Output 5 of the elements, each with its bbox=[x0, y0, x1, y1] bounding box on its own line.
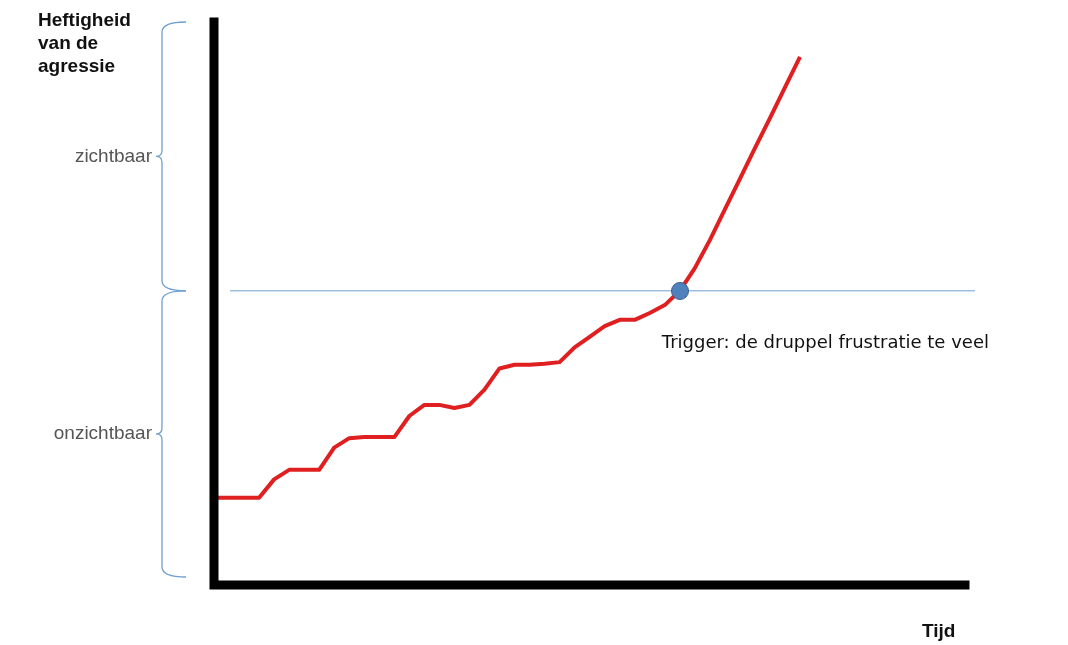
annotation: Trigger: de druppel frustratie te veel bbox=[661, 330, 989, 352]
text: onzichtbaar bbox=[53, 422, 153, 444]
text: zichtbaar bbox=[74, 144, 153, 166]
y-axis-title: Heftigheid van de agressie bbox=[38, 8, 132, 77]
text: Tijd bbox=[922, 620, 956, 642]
